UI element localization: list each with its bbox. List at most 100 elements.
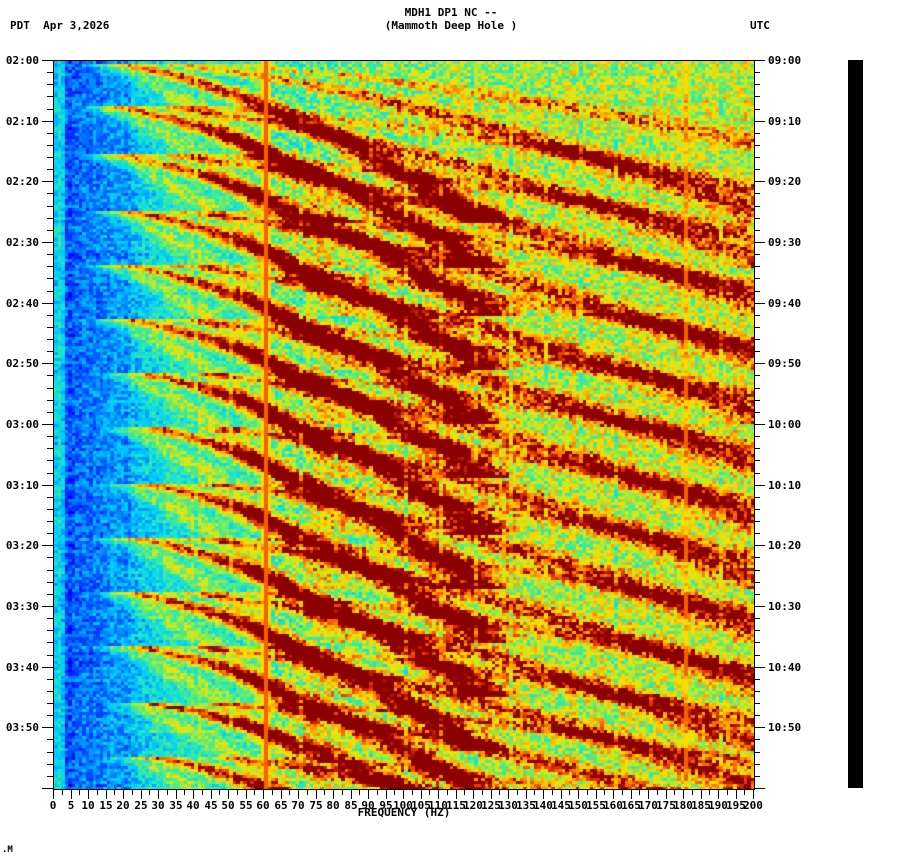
freq-label: 105 [411, 799, 431, 812]
freq-tick-major [106, 789, 107, 799]
axis-tick-minor [754, 460, 760, 461]
axis-tick-minor [47, 739, 53, 740]
freq-tick-minor [622, 789, 623, 795]
pdt-time-label: 03:40 [5, 661, 39, 674]
axis-tick-minor [47, 509, 53, 510]
axis-tick-major [754, 485, 765, 486]
spectrogram-image [54, 61, 754, 789]
axis-tick-minor [754, 400, 760, 401]
axis-tick-major [754, 303, 765, 304]
header-date: Apr 3,2026 [43, 19, 110, 32]
axis-tick-minor [754, 679, 760, 680]
axis-tick-minor [47, 412, 53, 413]
freq-tick-major [351, 789, 352, 799]
freq-label: 185 [691, 799, 711, 812]
utc-time-label: 09:40 [768, 297, 802, 310]
freq-tick-minor [254, 789, 255, 795]
freq-tick-major [53, 789, 54, 799]
freq-tick-minor [744, 789, 745, 795]
axis-tick-minor [754, 96, 760, 97]
pdt-time-label: 03:10 [5, 479, 39, 492]
freq-tick-major [701, 789, 702, 799]
header-left-timezone-date: PDT Apr 3,2026 [10, 19, 109, 32]
axis-tick-minor [754, 618, 760, 619]
axis-tick-minor [47, 776, 53, 777]
freq-tick-minor [412, 789, 413, 795]
freq-tick-minor [272, 789, 273, 795]
freq-label: 35 [169, 799, 183, 812]
freq-tick-major [421, 789, 422, 799]
freq-tick-major [438, 789, 439, 799]
axis-tick-minor [47, 206, 53, 207]
axis-tick-minor [754, 473, 760, 474]
axis-tick-minor [47, 630, 53, 631]
axis-tick-major [754, 242, 765, 243]
axis-tick-minor [47, 96, 53, 97]
utc-time-label: 09:10 [768, 115, 802, 128]
axis-tick-minor [47, 764, 53, 765]
axis-tick-minor [754, 133, 760, 134]
freq-tick-minor [184, 789, 185, 795]
axis-tick-minor [754, 193, 760, 194]
pdt-time-label: 03:20 [5, 539, 39, 552]
axis-tick-major [754, 424, 765, 425]
freq-tick-minor [447, 789, 448, 795]
axis-tick-minor [754, 448, 760, 449]
freq-tick-minor [552, 789, 553, 795]
axis-tick-minor [47, 133, 53, 134]
pdt-time-label: 03:30 [5, 600, 39, 613]
freq-label: 25 [134, 799, 148, 812]
freq-tick-minor [569, 789, 570, 795]
pdt-time-label: 02:50 [5, 357, 39, 370]
freq-tick-major [193, 789, 194, 799]
freq-label: 180 [673, 799, 693, 812]
freq-tick-minor [359, 789, 360, 795]
axis-tick-minor [47, 145, 53, 146]
time-axis-utc: 09:00 09:10 09:20 09:30 09:40 09:50 10:00 10:10… [754, 55, 902, 790]
freq-tick-minor [604, 789, 605, 795]
axis-tick-minor [47, 473, 53, 474]
freq-label: 155 [586, 799, 606, 812]
axis-tick-minor [754, 315, 760, 316]
axis-tick-minor [754, 84, 760, 85]
axis-tick-minor [47, 594, 53, 595]
freq-tick-major [316, 789, 317, 799]
axis-tick-major [754, 121, 765, 122]
axis-tick-major [42, 424, 53, 425]
freq-tick-minor [377, 789, 378, 795]
pdt-time-label: 02:40 [5, 297, 39, 310]
axis-tick-major [42, 485, 53, 486]
utc-time-label: 09:00 [768, 54, 802, 67]
freq-label: 55 [239, 799, 253, 812]
freq-label: 10 [81, 799, 95, 812]
freq-tick-major [666, 789, 667, 799]
freq-tick-minor [237, 789, 238, 795]
freq-tick-minor [307, 789, 308, 795]
axis-tick-minor [47, 448, 53, 449]
axis-tick-major [754, 727, 765, 728]
freq-label: 120 [463, 799, 483, 812]
axis-tick-major [754, 363, 765, 364]
freq-label: 125 [481, 799, 501, 812]
axis-tick-minor [47, 679, 53, 680]
station-name-title: (Mammoth Deep Hole ) [384, 19, 518, 32]
spectrogram-plot-area[interactable] [53, 60, 755, 790]
freq-label: 130 [498, 799, 518, 812]
axis-tick-minor [47, 460, 53, 461]
axis-tick-minor [47, 291, 53, 292]
axis-tick-minor [47, 278, 53, 279]
axis-tick-minor [47, 497, 53, 498]
axis-tick-minor [754, 557, 760, 558]
freq-tick-major [613, 789, 614, 799]
freq-tick-major [543, 789, 544, 799]
axis-tick-minor [47, 72, 53, 73]
freq-tick-minor [394, 789, 395, 795]
axis-tick-minor [754, 230, 760, 231]
axis-tick-major [754, 667, 765, 668]
axis-tick-minor [754, 521, 760, 522]
axis-tick-minor [754, 752, 760, 753]
axis-tick-minor [47, 218, 53, 219]
axis-tick-minor [754, 594, 760, 595]
freq-label: 95 [379, 799, 393, 812]
freq-label: 30 [151, 799, 165, 812]
